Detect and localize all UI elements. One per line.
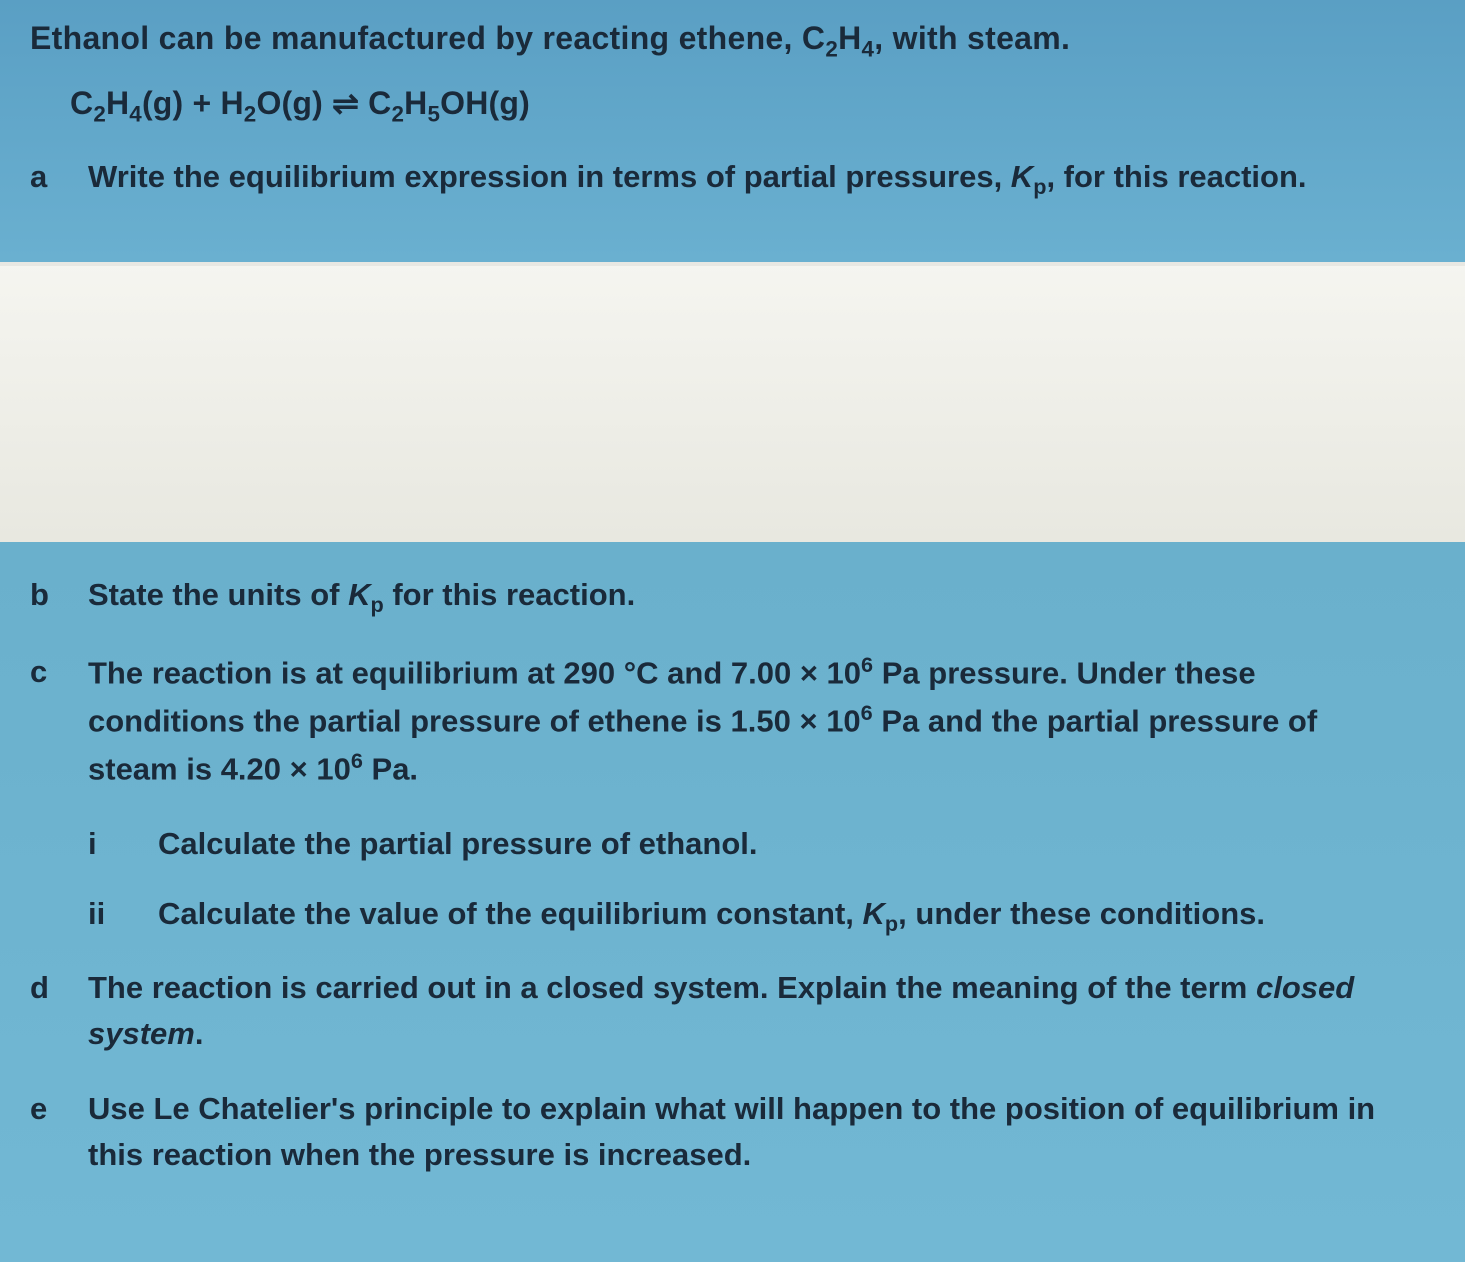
part-c-ii-row: ii Calculate the value of the equilibriu… (88, 891, 1435, 941)
part-a-label: a (30, 154, 88, 201)
part-e-row: e Use Le Chatelier's principle to explai… (30, 1086, 1435, 1179)
part-a-row: a Write the equilibrium expression in te… (30, 154, 1435, 204)
part-e-text: Use Le Chatelier's principle to explain … (88, 1086, 1435, 1179)
part-c-row: c The reaction is at equilibrium at 290 … (30, 649, 1435, 792)
part-a-text: Write the equilibrium expression in term… (88, 154, 1435, 204)
part-c-i-row: i Calculate the partial pressure of etha… (88, 821, 1435, 868)
answer-space (0, 262, 1465, 542)
chemical-equation: C2H4(g) + H2O(g) ⇌ C2H5OH(g) (70, 84, 1435, 127)
part-d-label: d (30, 965, 88, 1012)
part-c-label: c (30, 649, 88, 696)
part-b-text: State the units of Kp for this reaction. (88, 572, 1435, 622)
part-b-row: b State the units of Kp for this reactio… (30, 572, 1435, 622)
part-c-i-text: Calculate the partial pressure of ethano… (158, 821, 1435, 868)
intro-text: Ethanol can be manufactured by reacting … (30, 20, 1435, 62)
question-body-section: b State the units of Kp for this reactio… (0, 542, 1465, 1262)
part-c-ii-label: ii (88, 891, 158, 938)
question-header-section: Ethanol can be manufactured by reacting … (0, 0, 1465, 262)
part-b-label: b (30, 572, 88, 619)
part-c-ii-text: Calculate the value of the equilibrium c… (158, 891, 1435, 941)
part-c-i-label: i (88, 821, 158, 868)
part-d-row: d The reaction is carried out in a close… (30, 965, 1435, 1058)
part-e-label: e (30, 1086, 88, 1133)
part-d-text: The reaction is carried out in a closed … (88, 965, 1435, 1058)
part-c-text: The reaction is at equilibrium at 290 °C… (88, 649, 1435, 792)
